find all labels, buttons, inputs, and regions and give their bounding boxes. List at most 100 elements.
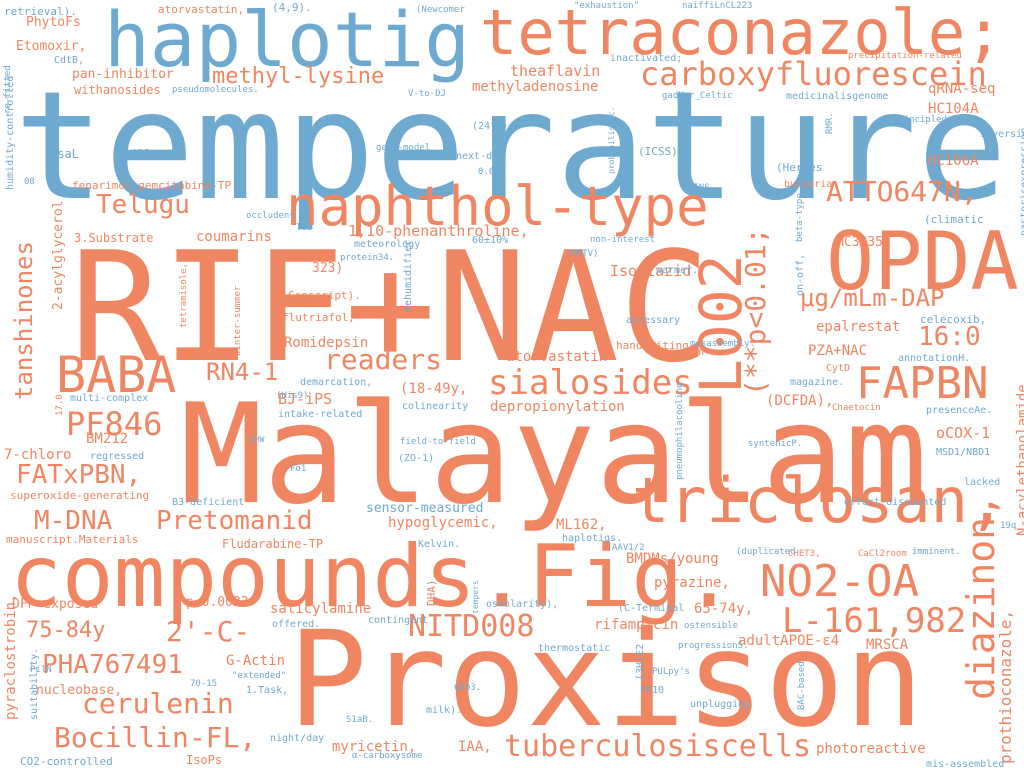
cloud-word: (Newcomer xyxy=(416,5,465,15)
cloud-word: adultAPOE-ε4 xyxy=(738,633,840,649)
cloud-word: L-161,982 xyxy=(782,601,967,641)
cloud-word: 1,10-phenanthroline, xyxy=(348,222,529,240)
cloud-word: Kelvin. xyxy=(418,539,461,550)
cloud-word: Malayalam xyxy=(180,374,928,535)
cloud-word: 70-15 xyxy=(190,679,218,689)
cloud-word: Telugu xyxy=(96,190,190,220)
cloud-word: gadMor_Celtic xyxy=(662,91,733,101)
cloud-word: intake-related xyxy=(278,409,363,420)
cloud-word: retrieval). xyxy=(4,5,77,18)
cloud-word: netropsin xyxy=(650,347,705,358)
cloud-word: ATTO647N, xyxy=(826,175,978,208)
cloud-word: CaCl2room xyxy=(858,549,907,559)
cloud-word: RIF+NAC xyxy=(70,219,711,396)
cloud-word: AAV1/2 xyxy=(612,543,645,553)
cloud-word: 0.6ml xyxy=(478,167,506,177)
cloud-word: IAA, xyxy=(458,739,492,755)
cloud-word: BJ-iPS xyxy=(278,390,333,408)
cloud-word: pseudomolecules. xyxy=(172,85,259,95)
cloud-word: atorvastatin xyxy=(506,349,608,365)
cloud-word: lod xyxy=(296,223,313,233)
cloud-word: 2-acylglycerol xyxy=(51,200,66,310)
cloud-word: protein34. xyxy=(340,253,395,263)
cloud-word: osmolarity), xyxy=(486,599,559,610)
cloud-word: beta-type xyxy=(795,193,805,242)
cloud-word: milk). xyxy=(426,705,463,716)
cloud-word: PilN xyxy=(30,665,52,675)
cloud-word: DHW xyxy=(250,435,265,444)
cloud-word: atorvastatin, xyxy=(158,3,245,16)
cloud-word: BABA xyxy=(56,346,177,404)
cloud-word: GINS. xyxy=(688,183,716,193)
cloud-word: PF846 xyxy=(66,405,163,443)
cloud-word: 19q xyxy=(1000,521,1017,531)
cloud-word: ML162, xyxy=(556,517,607,533)
cloud-word: 16:0 xyxy=(918,322,981,352)
cloud-word: syntenicP. xyxy=(748,439,803,449)
cloud-word: tuberculosiscells xyxy=(504,729,812,764)
cloud-word: naiffiLnCL223 xyxy=(682,1,753,11)
cloud-word: salicylamine xyxy=(270,601,372,617)
cloud-word: lacked xyxy=(964,477,1001,488)
cloud-word: inversion). xyxy=(980,129,1024,140)
cloud-word: multi-complex xyxy=(70,393,149,404)
cloud-word: superoxide-generating xyxy=(10,489,150,502)
cloud-word: RN4-1 xyxy=(206,358,279,386)
cloud-word: triclosan, xyxy=(632,464,1006,537)
cloud-word: myricetin, xyxy=(332,739,417,755)
cloud-word: inactivated; xyxy=(610,53,683,64)
cloud-word: (4,9). xyxy=(272,1,312,14)
cloud-word: theaflavin xyxy=(510,62,601,80)
cloud-word: carboxyfluorescein xyxy=(640,55,987,93)
cloud-word: humidity-controlled xyxy=(5,75,16,190)
cloud-word: warmer. xyxy=(656,265,699,276)
cloud-word: Proxison xyxy=(288,603,924,757)
cloud-word: Chaetocin xyxy=(832,403,881,413)
cloud-word: rifampicin xyxy=(594,617,679,633)
cloud-word: tetramisole, xyxy=(179,262,189,328)
cloud-word: field-to-field xyxy=(400,437,476,447)
cloud-word: epalrestat xyxy=(816,319,901,335)
cloud-word: 75-84y xyxy=(26,618,106,643)
cloud-word: FR10 xyxy=(640,685,665,696)
cloud-word: Fo1 xyxy=(290,464,307,474)
cloud-word: demarcation, xyxy=(300,377,373,388)
cloud-word: (climatic xyxy=(924,213,984,226)
cloud-word: "exhaustion" xyxy=(574,1,640,11)
cloud-word: OPDA xyxy=(826,215,1019,308)
cloud-word: ostensible xyxy=(684,621,739,631)
cloud-word: misassembly. xyxy=(690,339,756,349)
cloud-word: 1.Task, xyxy=(246,685,289,696)
cloud-word: (**p<0.01; xyxy=(739,227,772,396)
cloud-word: presenceAe. xyxy=(926,405,993,416)
cloud-word: 6803. xyxy=(454,683,482,693)
cloud-word: MSD1/NBD1 xyxy=(936,447,991,458)
cloud-word: readers xyxy=(324,343,443,376)
cloud-word: chiller xyxy=(118,147,165,160)
cloud-word: photoreactive xyxy=(816,741,926,757)
cloud-word: Etomoxir, xyxy=(16,39,87,54)
cloud-word: meteorology xyxy=(354,239,421,250)
cloud-word: handwriting xyxy=(616,339,689,352)
cloud-word: 08 xyxy=(24,177,35,187)
cloud-word: (His9) xyxy=(276,391,309,401)
cloud-word: unplugging xyxy=(690,699,751,710)
cloud-word: haplotig xyxy=(104,0,471,84)
cloud-word: p=0.0023 xyxy=(186,595,249,610)
cloud-word: α-carboxysome xyxy=(352,751,423,761)
cloud-word: depropionylation xyxy=(490,399,625,415)
cloud-word: methyladenosine xyxy=(472,79,599,95)
cloud-word: naphthol-type xyxy=(286,175,709,238)
cloud-word: MC3935 xyxy=(836,235,883,250)
cloud-word: "extended" xyxy=(232,671,287,681)
cloud-word: NITD008 xyxy=(408,609,535,644)
cloud-word: oCOX-1 xyxy=(936,424,991,442)
cloud-word: occludens xyxy=(246,211,295,221)
cloud-word: celecoxib, xyxy=(920,313,987,326)
cloud-word: DHA), xyxy=(425,572,438,606)
cloud-word: pan-inhibitor xyxy=(72,67,174,82)
cloud-word: FATxPBN, xyxy=(16,460,142,490)
cloud-word: Fludarabine-TP xyxy=(222,537,324,551)
cloud-word: sensor-measured xyxy=(366,501,484,516)
